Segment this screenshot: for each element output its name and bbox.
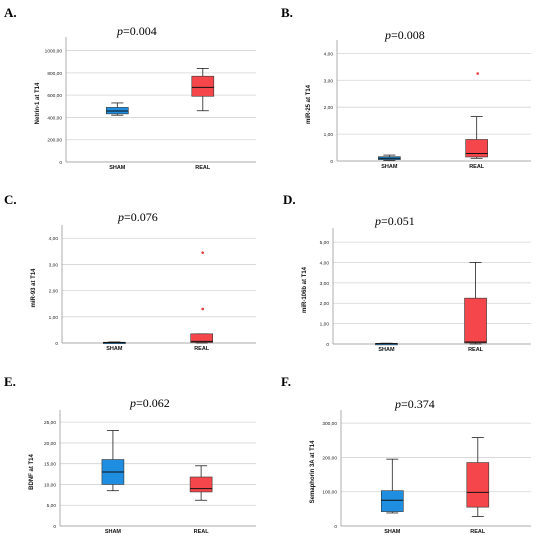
y-tick-label: 600,00	[47, 93, 62, 99]
p-value: p=0.004	[117, 24, 157, 39]
panel-b: B. p=0.008 0 1,00 2,00 3,00 4,00 miR-25 at T1…	[275, 0, 550, 181]
y-tick-label: 5,00	[320, 240, 330, 246]
box-plot-e: 0 5,00 10,00 15,00 20,00 25,00 BDNF at T14 SHAM…	[29, 410, 256, 535]
y-tick-label: 0	[59, 160, 62, 166]
panel-f: F. p=0.374 0 100,00 200,00 300,00 Semaphorin…	[275, 362, 550, 542]
panel-c: C. p=0.076 0 1,00 2,00 3,00 4,00 miR-93 at T1…	[0, 181, 275, 362]
outlier-point	[201, 251, 204, 254]
p-letter: p	[130, 396, 136, 410]
x-tick-label: SHAM	[106, 346, 123, 352]
y-tick-label: 200,00	[47, 138, 62, 144]
panel-d: D. p=0.051 0 1,00 2,00 3,00 4,00 5,00 miR-106b…	[275, 181, 550, 362]
y-tick-label: 5,00	[47, 503, 57, 509]
y-tick-label: 4,00	[320, 260, 330, 266]
p-number: =0.076	[124, 210, 158, 224]
y-tick-label: 0	[326, 342, 329, 348]
y-tick-label: 1000,00	[45, 49, 63, 55]
panel-e: E. p=0.062 0 5,00 10,00 15,00 20,00 25,00 BDNF…	[0, 362, 275, 542]
y-tick-label: 2,00	[320, 301, 330, 307]
p-value: p=0.374	[395, 397, 435, 412]
panel-label: E.	[4, 374, 16, 389]
panel-a: A. p=0.004 0 200,00 400,00 600,00 800,00 1000…	[0, 0, 275, 181]
x-tick-label: SHAM	[105, 529, 122, 535]
box-real	[191, 75, 215, 97]
panel-label: F.	[281, 374, 291, 389]
y-tick-label: 10,00	[44, 482, 56, 488]
y-tick-label: 0	[55, 341, 58, 347]
y-tick-label: 3,00	[324, 78, 334, 84]
x-tick-label: REAL	[470, 529, 486, 535]
p-letter: p	[375, 214, 381, 228]
box-sham	[381, 490, 404, 512]
box-real	[465, 139, 488, 158]
y-tick-label: 15,00	[44, 462, 56, 468]
box-real	[189, 476, 213, 493]
y-axis-label: Netrin-1 at T14	[35, 82, 41, 124]
p-letter: p	[117, 24, 123, 38]
panel-label: A.	[4, 5, 17, 20]
y-tick-label: 2,00	[324, 105, 334, 111]
p-letter: p	[118, 210, 124, 224]
panel-label: D.	[283, 192, 296, 207]
box-plot-f: 0 100,00 200,00 300,00 Semaphorin 3A at T14 S…	[310, 410, 531, 535]
p-value: p=0.076	[118, 210, 158, 225]
y-tick-label: 20,00	[44, 441, 56, 447]
x-tick-label: SHAM	[381, 164, 398, 170]
y-tick-label: 0	[330, 159, 333, 165]
y-axis-label: miR-25 at T14	[306, 84, 312, 124]
panel-label: B.	[281, 5, 293, 20]
y-tick-label: 25,00	[44, 420, 56, 426]
x-tick-label: REAL	[195, 165, 211, 171]
y-tick-label: 1,00	[324, 132, 334, 138]
y-axis-label: BDNF at T14	[29, 454, 35, 490]
x-tick-label: REAL	[194, 346, 210, 352]
y-tick-label: 800,00	[47, 71, 62, 77]
p-number: =0.051	[381, 214, 415, 228]
y-axis-label: miR-93 at T14	[31, 268, 37, 308]
p-value: p=0.008	[385, 28, 425, 43]
y-tick-label: 200,00	[322, 455, 337, 461]
y-tick-label: 1,00	[49, 315, 59, 321]
box-plot-b: 0 1,00 2,00 3,00 4,00 miR-25 at T14 SHAM REAL	[306, 40, 531, 170]
p-number: =0.004	[123, 24, 157, 38]
panel-label: C.	[4, 192, 17, 207]
y-tick-label: 3,00	[49, 262, 59, 268]
p-value: p=0.051	[375, 214, 415, 229]
box-real	[190, 333, 213, 343]
p-number: =0.062	[136, 396, 170, 410]
p-letter: p	[395, 397, 401, 411]
box-real	[464, 297, 487, 344]
x-tick-label: SHAM	[378, 347, 395, 353]
x-tick-label: REAL	[468, 347, 484, 353]
x-tick-label: SHAM	[384, 529, 401, 535]
y-tick-label: 4,00	[324, 51, 334, 57]
y-axis-label: miR-106b at T14	[302, 266, 308, 313]
y-tick-label: 2,00	[49, 289, 59, 295]
outlier-point	[201, 307, 204, 311]
y-tick-label: 100,00	[322, 490, 337, 496]
box-real	[466, 462, 490, 508]
p-number: =0.374	[401, 397, 435, 411]
y-tick-label: 4,00	[49, 236, 59, 242]
y-tick-label: 300,00	[322, 421, 337, 427]
y-tick-label: 0	[53, 524, 56, 530]
y-tick-label: 1,00	[320, 322, 330, 328]
y-tick-label: 0	[334, 524, 337, 530]
p-number: =0.008	[391, 28, 425, 42]
p-value: p=0.062	[130, 396, 170, 411]
x-tick-label: REAL	[469, 164, 485, 170]
x-tick-label: REAL	[194, 529, 210, 535]
x-tick-label: SHAM	[109, 165, 126, 171]
box-plot-a: 0 200,00 400,00 600,00 800,00 1000,00 Netrin-1…	[35, 37, 256, 171]
y-tick-label: 3,00	[320, 281, 330, 287]
y-tick-label: 400,00	[47, 115, 62, 121]
box-plot-d: 0 1,00 2,00 3,00 4,00 5,00 miR-106b at T14 SHAM…	[302, 228, 531, 353]
box-plot-c: 0 1,00 2,00 3,00 4,00 miR-93 at T14 SHAM REAL	[31, 225, 256, 352]
outlier-point	[476, 72, 479, 75]
p-letter: p	[385, 28, 391, 42]
y-axis-label: Semaphorin 3A at T14	[310, 440, 316, 503]
